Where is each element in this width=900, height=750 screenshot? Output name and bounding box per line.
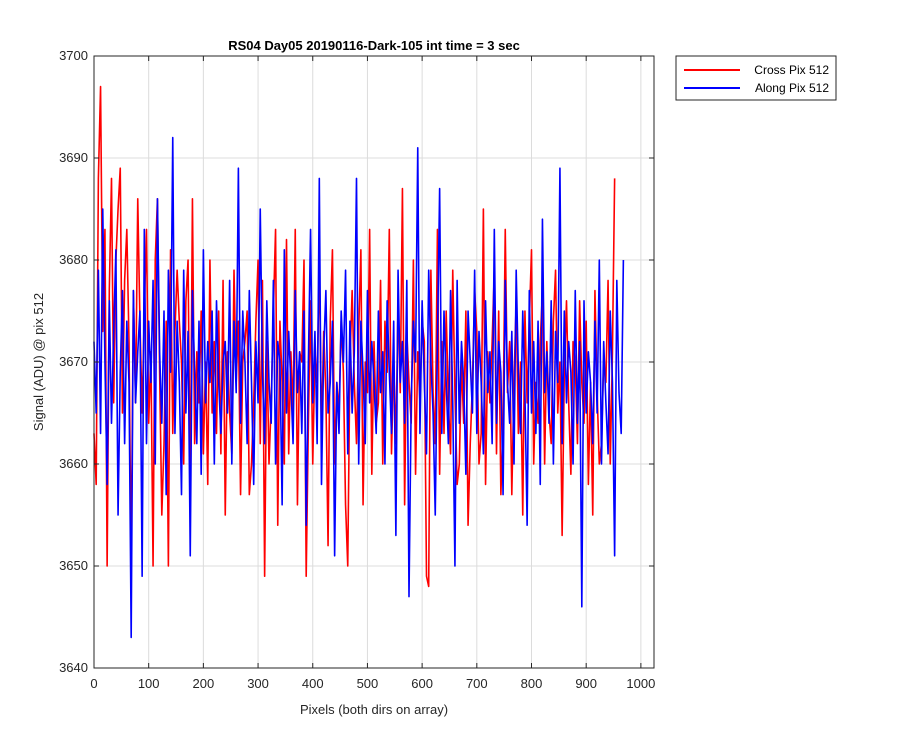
tick-labels: 0 100 200 300 400 500 600 700 800 900 1000 3640 3650… [59, 48, 655, 691]
x-tick-label: 500 [357, 676, 379, 691]
x-tick-label: 200 [193, 676, 215, 691]
legend-label-cross: Cross Pix 512 [754, 63, 829, 77]
y-tick-label: 3690 [59, 150, 88, 165]
x-tick-label: 1000 [626, 676, 655, 691]
series-line-along-pix-512 [93, 136, 625, 639]
y-tick-label: 3700 [59, 48, 88, 63]
x-tick-label: 0 [90, 676, 97, 691]
x-tick-label: 400 [302, 676, 324, 691]
series-layer [93, 85, 625, 639]
y-tick-label: 3660 [59, 456, 88, 471]
chart-title: RS04 Day05 20190116-Dark-105 int time = … [228, 38, 520, 53]
legend: Cross Pix 512 Along Pix 512 [675, 55, 837, 101]
x-tick-label: 900 [575, 676, 597, 691]
x-tick-label: 700 [466, 676, 488, 691]
y-tick-label: 3640 [59, 660, 88, 675]
y-tick-label: 3670 [59, 354, 88, 369]
x-tick-label: 600 [411, 676, 433, 691]
x-tick-label: 300 [247, 676, 269, 691]
x-axis-label: Pixels (both dirs on array) [300, 702, 448, 717]
legend-box [675, 55, 837, 101]
x-tick-label: 800 [521, 676, 543, 691]
legend-label-along: Along Pix 512 [755, 81, 829, 95]
ticks [93, 55, 654, 669]
x-tick-label: 100 [138, 676, 160, 691]
y-tick-label: 3680 [59, 252, 88, 267]
y-axis-label: Signal (ADU) @ pix 512 [31, 293, 46, 431]
y-tick-label: 3650 [59, 558, 88, 573]
